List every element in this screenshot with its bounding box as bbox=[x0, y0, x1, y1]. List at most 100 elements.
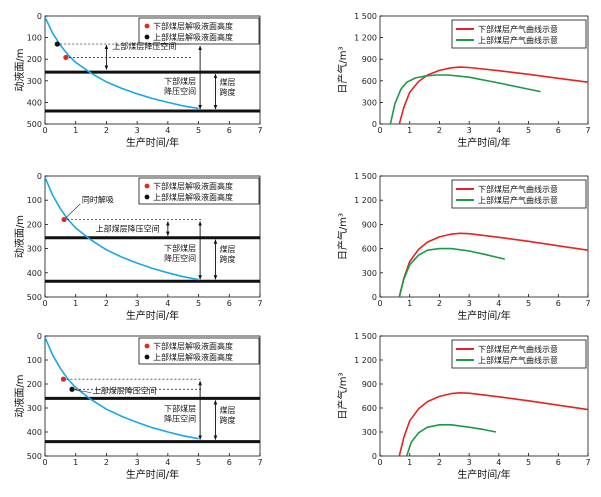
span-label-2: 跨度 bbox=[219, 254, 235, 264]
x-axis-label: 生产时间/年 bbox=[126, 468, 179, 481]
x-tick-label: 5 bbox=[526, 126, 531, 135]
y-tick-label: 300 bbox=[27, 77, 42, 86]
x-tick-label: 2 bbox=[104, 299, 109, 308]
chart-gas-row2: 0 1 2 3 4 5 6 7 0 300 600 900 1 200 1 500 生产时间/年 日产气/m³… bbox=[336, 172, 591, 322]
y-tick-label: 500 bbox=[27, 452, 42, 461]
lower-space-label-1: 下部煤层 bbox=[164, 404, 196, 414]
legend-box bbox=[138, 177, 260, 205]
legend-entry: 下部煤层解吸液面高度 bbox=[153, 341, 233, 351]
y-tick-label: 0 bbox=[372, 452, 377, 461]
y-axis-label: 动液面/m bbox=[13, 215, 26, 258]
y-tick-label: 0 bbox=[37, 172, 42, 181]
legend-marker bbox=[144, 354, 150, 360]
x-tick-label: 1 bbox=[407, 126, 412, 135]
x-axis-label: 生产时间/年 bbox=[457, 136, 510, 149]
span-label-1: 煤层 bbox=[219, 405, 235, 415]
chart-gas-row1: 0 1 2 3 4 5 6 7 0 300 600 900 1 200 1 500 生产时间/年 日产气/m³… bbox=[336, 12, 591, 149]
plot-frame bbox=[44, 335, 261, 457]
x-tick-label: 1 bbox=[407, 299, 412, 308]
desorption-point bbox=[54, 41, 60, 47]
x-tick-label: 3 bbox=[135, 458, 140, 467]
y-tick-label: 400 bbox=[27, 269, 42, 278]
x-tick-label: 1 bbox=[73, 126, 78, 135]
lower-space-label-2: 降压空间 bbox=[164, 253, 196, 263]
upper-space-label: 上部煤层降压空间 bbox=[93, 386, 157, 396]
series-line-0 bbox=[44, 16, 199, 110]
span-label-bg bbox=[218, 243, 241, 266]
x-tick-label: 4 bbox=[165, 299, 170, 308]
callout-label: 同时解吸 bbox=[82, 195, 114, 205]
y-tick-label: 200 bbox=[27, 220, 42, 229]
legend-entry: 下部煤层解吸液面高度 bbox=[153, 181, 233, 191]
y-tick-label: 0 bbox=[37, 332, 42, 341]
x-tick-label: 3 bbox=[135, 299, 140, 308]
y-tick-label: 900 bbox=[362, 55, 377, 64]
plot-frame bbox=[44, 15, 261, 125]
upper-space-label: 上部煤层降压空间 bbox=[96, 224, 160, 234]
x-tick-label: 7 bbox=[257, 458, 262, 467]
x-tick-label: 2 bbox=[437, 458, 442, 467]
series-line-1 bbox=[389, 74, 541, 125]
legend-entry: 上部煤层解吸液面高度 bbox=[153, 192, 233, 202]
y-tick-label: 300 bbox=[362, 269, 377, 278]
x-tick-label: 4 bbox=[496, 126, 501, 135]
y-tick-label: 900 bbox=[362, 220, 377, 229]
series-line-0 bbox=[398, 66, 589, 125]
y-tick-label: 300 bbox=[362, 428, 377, 437]
span-label-2: 跨度 bbox=[219, 87, 235, 97]
legend-entry: 下部煤层产气曲线示意 bbox=[478, 344, 558, 354]
legend-box bbox=[451, 179, 587, 209]
span-label-2: 跨度 bbox=[219, 415, 235, 425]
legend-entry: 下部煤层产气曲线示意 bbox=[478, 184, 558, 194]
y-tick-label: 600 bbox=[362, 404, 377, 413]
chart-gas-row3: 0 1 2 3 4 5 6 7 0 300 600 900 1 200 1 500 生产时间/年 日产气/m³… bbox=[336, 332, 591, 481]
legend-entry: 下部煤层产气曲线示意 bbox=[478, 24, 558, 34]
plot-frame bbox=[379, 335, 589, 457]
x-tick-label: 0 bbox=[377, 299, 382, 308]
series-line-0 bbox=[44, 176, 199, 281]
span-label-1: 煤层 bbox=[219, 77, 235, 87]
legend-box bbox=[451, 339, 587, 369]
legend-entry: 上部煤层产气曲线示意 bbox=[478, 195, 558, 205]
lower-space-label-2: 降压空间 bbox=[164, 414, 196, 424]
desorption-point bbox=[60, 376, 67, 382]
x-tick-label: 3 bbox=[135, 126, 140, 135]
y-tick-label: 1 200 bbox=[354, 196, 377, 205]
span-label-bg bbox=[218, 76, 241, 99]
y-tick-label: 1 200 bbox=[354, 356, 377, 365]
legend-marker bbox=[144, 34, 150, 40]
x-tick-label: 4 bbox=[165, 126, 170, 135]
chart-level-row2: 0 1 2 3 4 5 6 7 0 100 200 300 400 500 生产时间/年 动液面/m 下部煤层解… bbox=[13, 172, 263, 322]
chart-level-row3: 0 1 2 3 4 5 6 7 0 100 200 300 400 500 生产时间/年 动液面/m 下部煤层解… bbox=[13, 332, 263, 481]
y-tick-label: 600 bbox=[362, 245, 377, 254]
x-tick-label: 7 bbox=[585, 458, 590, 467]
x-tick-label: 0 bbox=[42, 458, 47, 467]
x-tick-label: 4 bbox=[496, 458, 501, 467]
x-axis-label: 生产时间/年 bbox=[126, 136, 179, 149]
legend-marker bbox=[144, 183, 150, 189]
x-tick-label: 5 bbox=[196, 299, 201, 308]
legend-marker bbox=[144, 343, 150, 349]
y-axis-label: 动液面/m bbox=[13, 48, 26, 91]
x-tick-label: 7 bbox=[257, 126, 262, 135]
desorption-point bbox=[63, 54, 69, 61]
x-tick-label: 3 bbox=[467, 458, 472, 467]
legend-marker bbox=[144, 23, 150, 29]
series-line-0 bbox=[398, 232, 589, 298]
y-axis-label: 日产气/m³ bbox=[336, 372, 349, 419]
y-tick-label: 400 bbox=[27, 428, 42, 437]
legend-box bbox=[138, 17, 260, 45]
x-tick-label: 7 bbox=[585, 299, 590, 308]
x-tick-label: 0 bbox=[42, 299, 47, 308]
y-tick-label: 100 bbox=[27, 34, 42, 43]
span-label-1: 煤层 bbox=[219, 244, 235, 254]
x-tick-label: 2 bbox=[104, 126, 109, 135]
x-tick-label: 5 bbox=[196, 458, 201, 467]
x-tick-label: 0 bbox=[377, 458, 382, 467]
lower-space-label-1: 下部煤层 bbox=[164, 243, 196, 253]
legend-box bbox=[451, 19, 587, 49]
series-line-0 bbox=[398, 392, 589, 457]
legend-entry: 上部煤层解吸液面高度 bbox=[153, 32, 233, 42]
y-tick-label: 1 200 bbox=[354, 34, 377, 43]
